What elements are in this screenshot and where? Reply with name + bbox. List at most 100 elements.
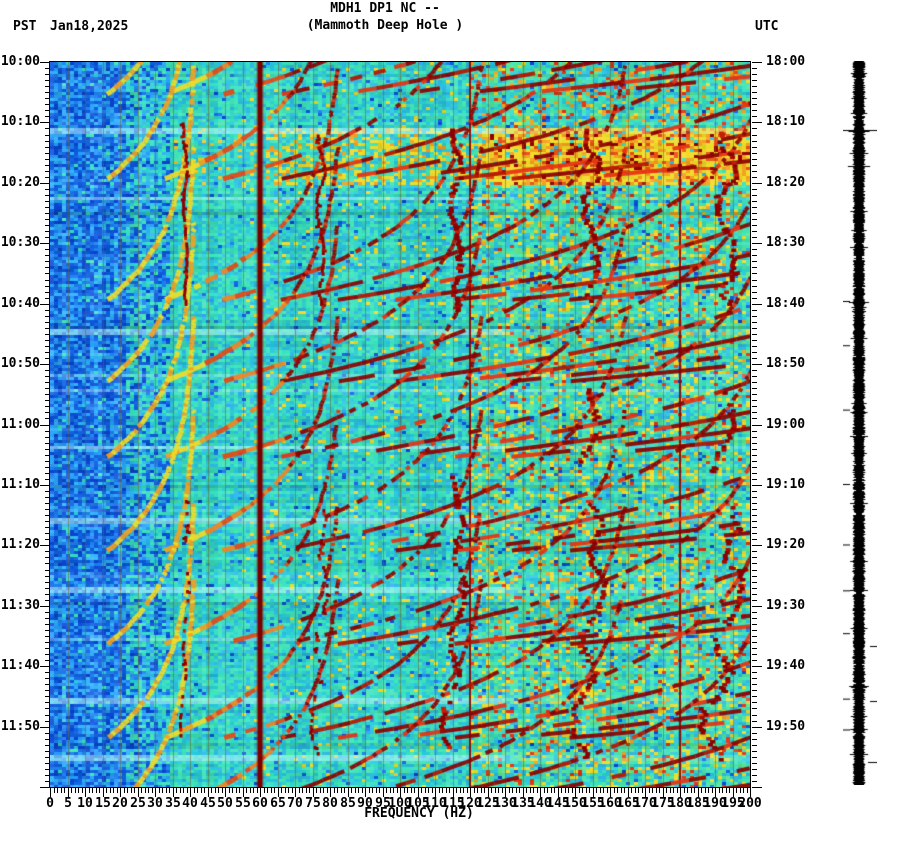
freq-tick — [194, 788, 195, 793]
time-tick-right — [752, 672, 757, 673]
time-tick-right — [752, 135, 757, 136]
freq-tick — [540, 788, 541, 797]
time-tick-left — [45, 177, 50, 178]
time-tick-right — [752, 600, 757, 601]
time-tick-right — [752, 757, 757, 758]
time-tick-left — [45, 92, 50, 93]
freq-tick-label: 115 — [441, 796, 465, 811]
freq-tick — [162, 788, 163, 793]
time-tick-right — [752, 177, 757, 178]
time-tick-left — [40, 485, 50, 486]
freq-tick-label: 110 — [423, 796, 447, 811]
time-tick-left — [45, 128, 50, 129]
time-tick-right — [752, 539, 757, 540]
freq-tick — [229, 788, 230, 793]
freq-tick — [558, 788, 559, 797]
time-tick-left — [45, 769, 50, 770]
time-tick-right — [752, 636, 757, 637]
time-label-utc: 19:40 — [766, 658, 806, 673]
time-tick-right — [752, 775, 757, 776]
freq-tick-label: 75 — [305, 796, 321, 811]
time-tick-left — [45, 449, 50, 450]
freq-tick — [141, 788, 142, 793]
time-tick-right — [752, 334, 757, 335]
time-tick-right — [752, 171, 757, 172]
freq-tick — [292, 788, 293, 793]
freq-tick — [96, 788, 97, 793]
time-tick-right — [752, 255, 757, 256]
freq-tick — [190, 788, 191, 797]
time-tick-right — [752, 690, 757, 691]
time-tick-right — [752, 624, 757, 625]
freq-tick — [481, 788, 482, 793]
freq-tick — [638, 788, 639, 793]
freq-tick-label: 145 — [546, 796, 570, 811]
freq-tick-label: 25 — [130, 796, 146, 811]
time-tick-right — [752, 249, 757, 250]
time-tick-right — [752, 479, 757, 480]
freq-tick — [372, 788, 373, 793]
time-tick-right — [752, 382, 757, 383]
time-tick-left — [45, 334, 50, 335]
time-tick-left — [45, 328, 50, 329]
freq-tick — [610, 788, 611, 797]
time-label-pst: 11:40 — [0, 658, 40, 673]
time-tick-right — [752, 147, 757, 148]
freq-tick — [593, 788, 594, 797]
time-tick-left — [45, 74, 50, 75]
time-tick-left — [45, 431, 50, 432]
freq-tick — [568, 788, 569, 793]
time-tick-left — [45, 98, 50, 99]
time-tick-left — [45, 763, 50, 764]
time-tick-right — [752, 322, 757, 323]
time-tick-left — [45, 80, 50, 81]
time-tick-left — [45, 382, 50, 383]
freq-tick-label: 10 — [77, 796, 93, 811]
freq-tick-label: 130 — [493, 796, 517, 811]
time-tick-right — [752, 648, 757, 649]
freq-tick — [134, 788, 135, 793]
time-tick-right — [752, 286, 757, 287]
time-tick-left — [45, 207, 50, 208]
freq-tick-label: 30 — [147, 796, 163, 811]
freq-tick — [635, 788, 636, 793]
time-tick-right — [752, 92, 757, 93]
freq-tick — [719, 788, 720, 793]
freq-tick — [295, 788, 296, 797]
freq-tick — [722, 788, 723, 793]
freq-tick — [502, 788, 503, 793]
time-tick-left — [45, 733, 50, 734]
time-tick-left — [45, 418, 50, 419]
freq-tick — [474, 788, 475, 793]
freq-tick — [110, 788, 111, 793]
time-tick-left — [45, 455, 50, 456]
time-tick-right — [752, 745, 757, 746]
freq-tick — [484, 788, 485, 793]
time-tick-left — [45, 497, 50, 498]
freq-tick-label: 185 — [686, 796, 710, 811]
time-tick-right — [752, 406, 757, 407]
time-label-utc: 18:20 — [766, 175, 806, 190]
freq-tick — [309, 788, 310, 793]
freq-tick — [239, 788, 240, 793]
time-tick-right — [752, 304, 762, 305]
freq-tick — [166, 788, 167, 793]
time-tick-left — [45, 539, 50, 540]
time-tick-left — [45, 467, 50, 468]
time-tick-left — [45, 491, 50, 492]
freq-tick — [208, 788, 209, 797]
freq-tick — [358, 788, 359, 793]
freq-tick — [232, 788, 233, 793]
time-tick-left — [45, 672, 50, 673]
time-label-pst: 10:40 — [0, 296, 40, 311]
time-tick-right — [752, 195, 757, 196]
freq-tick — [551, 788, 552, 793]
time-tick-right — [752, 189, 757, 190]
freq-tick — [512, 788, 513, 793]
freq-tick-label: 105 — [406, 796, 430, 811]
time-label-pst: 10:30 — [0, 235, 40, 250]
freq-tick-label: 80 — [322, 796, 338, 811]
freq-tick-label: 100 — [388, 796, 412, 811]
freq-tick — [138, 788, 139, 797]
freq-tick — [743, 788, 744, 793]
